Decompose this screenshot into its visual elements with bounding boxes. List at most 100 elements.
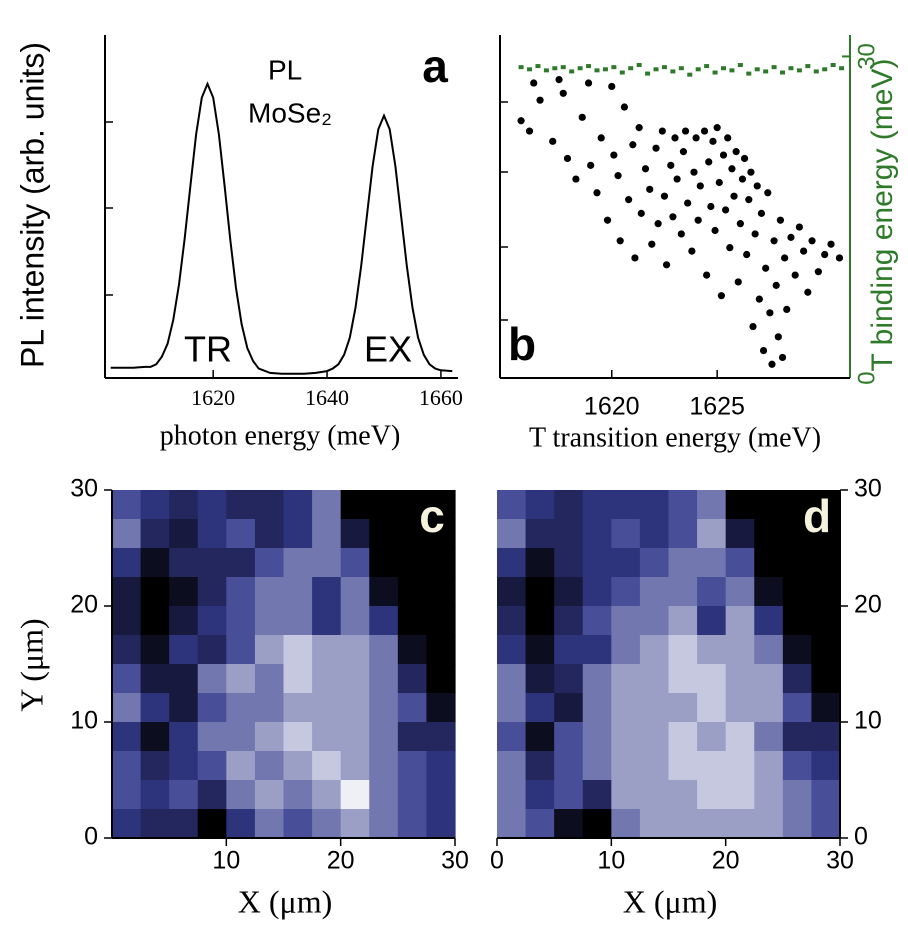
transition-point	[827, 240, 835, 248]
map-cell	[811, 548, 841, 578]
map-cell	[112, 635, 142, 665]
transition-point	[734, 278, 742, 286]
transition-point	[778, 353, 787, 362]
map-cell	[497, 664, 527, 694]
transition-point	[705, 158, 713, 166]
transition-point	[662, 261, 671, 269]
binding-point	[771, 65, 777, 70]
annotation: PL	[268, 54, 302, 85]
transition-point	[821, 250, 829, 259]
map-cell	[582, 635, 612, 665]
transition-point	[711, 226, 719, 235]
map-cell	[254, 635, 285, 665]
map-cell	[140, 780, 170, 810]
binding-point	[586, 64, 592, 69]
binding-point	[569, 69, 575, 74]
map-cell	[554, 577, 584, 607]
map-cell	[811, 693, 841, 723]
map-cell	[254, 780, 285, 810]
y-tick-label: 0	[84, 823, 98, 851]
transition-point	[795, 223, 803, 231]
map-cell	[169, 722, 199, 752]
map-cell	[497, 519, 527, 549]
map-cell	[140, 606, 170, 636]
panel-label: a	[422, 40, 448, 92]
transition-point	[774, 333, 782, 341]
transition-point	[694, 216, 702, 224]
map-cell	[754, 664, 784, 694]
map-cell	[554, 809, 584, 839]
map-cell	[283, 635, 313, 665]
binding-point	[695, 67, 701, 72]
transition-point	[703, 271, 711, 279]
map-cell	[140, 664, 170, 694]
map-cell	[169, 519, 199, 549]
y-tick-label: 0	[854, 823, 868, 851]
map-cell	[725, 693, 755, 723]
map-cell	[611, 519, 641, 549]
map-cell	[340, 548, 370, 578]
map-cell	[697, 722, 727, 752]
map-cell	[226, 722, 256, 752]
map-cell	[697, 664, 727, 694]
transition-point	[525, 127, 534, 135]
map-cell	[426, 548, 456, 578]
map-cell	[369, 606, 399, 636]
binding-point	[754, 67, 760, 72]
transition-point	[620, 103, 628, 111]
map-cell	[697, 577, 727, 607]
binding-point	[796, 68, 802, 73]
transition-point	[728, 165, 736, 173]
map-cell	[140, 490, 170, 520]
map-cell	[254, 606, 285, 636]
map-cell	[197, 577, 227, 607]
transition-point	[614, 172, 622, 180]
map-cell	[312, 519, 342, 549]
binding-point	[813, 69, 819, 74]
map-cell	[754, 693, 784, 723]
panel-label: b	[508, 318, 536, 370]
map-cell	[397, 519, 428, 549]
map-cell	[112, 606, 142, 636]
y-tick-label: 30	[70, 475, 98, 503]
map-cell	[554, 606, 584, 636]
map-cell	[369, 519, 399, 549]
map-cell	[611, 780, 641, 810]
map-cell	[197, 490, 227, 520]
map-cell	[525, 664, 555, 694]
transition-point	[584, 79, 593, 87]
map-cell	[312, 664, 342, 694]
map-cell	[340, 664, 370, 694]
transition-point	[749, 322, 757, 331]
map-cell	[725, 490, 755, 520]
transition-point	[707, 202, 715, 211]
x-tick-label: 1620	[584, 393, 640, 421]
map-cell	[554, 780, 584, 810]
map-cell	[811, 635, 841, 665]
transition-point	[787, 233, 795, 241]
map-cell	[554, 548, 584, 578]
transition-point	[722, 206, 730, 214]
map-cell	[697, 751, 727, 781]
map-cell	[197, 722, 227, 752]
transition-point	[572, 175, 580, 183]
map-cell	[611, 722, 641, 752]
map-cell	[254, 519, 285, 549]
map-cell	[639, 606, 670, 636]
transition-point	[762, 264, 770, 272]
transition-point	[808, 237, 816, 245]
binding-point	[543, 68, 549, 73]
map-cell	[668, 548, 698, 578]
map-cell	[497, 490, 527, 520]
map-cell	[397, 664, 428, 694]
map-cell	[582, 519, 612, 549]
transition-point	[759, 346, 768, 355]
map-cell	[668, 490, 698, 520]
map-cell	[639, 519, 670, 549]
binding-point	[737, 63, 743, 68]
transition-point	[781, 254, 789, 262]
map-cell	[197, 751, 227, 781]
x-tick-label: 1625	[689, 393, 745, 421]
map-cell	[426, 722, 456, 752]
